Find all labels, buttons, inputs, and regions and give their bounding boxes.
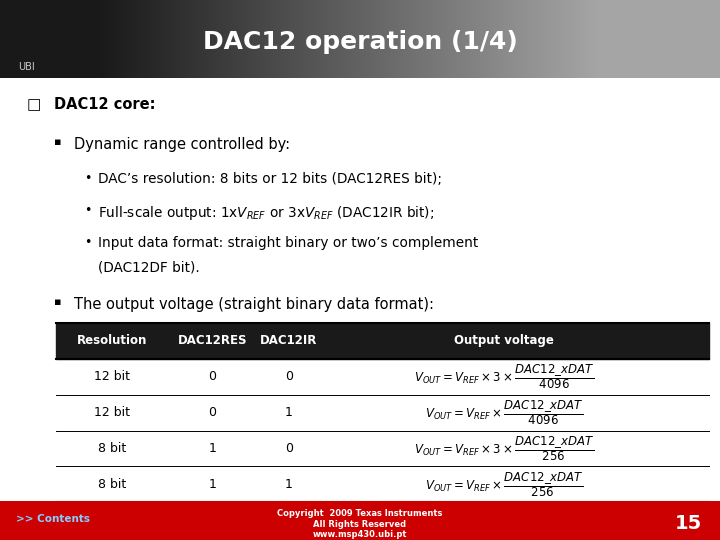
Text: DAC12IR: DAC12IR bbox=[261, 334, 318, 347]
Text: 0: 0 bbox=[285, 442, 293, 455]
Text: 8 bit: 8 bit bbox=[98, 442, 126, 455]
Bar bbox=[56, 359, 709, 395]
Text: •: • bbox=[84, 204, 91, 217]
Text: 12 bit: 12 bit bbox=[94, 370, 130, 383]
Text: 0: 0 bbox=[285, 370, 293, 383]
Text: Dynamic range controlled by:: Dynamic range controlled by: bbox=[73, 138, 289, 152]
Text: Resolution: Resolution bbox=[76, 334, 147, 347]
Text: $V_{OUT} = V_{REF} \times 3 \times \dfrac{DAC12\_xDAT}{256}$: $V_{OUT} = V_{REF} \times 3 \times \dfra… bbox=[414, 434, 595, 463]
Text: 8 bit: 8 bit bbox=[98, 478, 126, 491]
Text: DAC12 core:: DAC12 core: bbox=[54, 97, 156, 112]
Text: DAC12 operation (1/4): DAC12 operation (1/4) bbox=[202, 30, 518, 55]
Text: 15: 15 bbox=[675, 514, 702, 533]
Text: Output voltage: Output voltage bbox=[454, 334, 554, 347]
Text: ▪: ▪ bbox=[54, 138, 62, 147]
Text: DAC’s resolution: 8 bits or 12 bits (DAC12RES bit);: DAC’s resolution: 8 bits or 12 bits (DAC… bbox=[98, 172, 442, 186]
Text: UBI: UBI bbox=[18, 62, 35, 72]
Bar bbox=[56, 467, 709, 502]
Text: ▪: ▪ bbox=[54, 298, 62, 307]
Text: 1: 1 bbox=[285, 406, 293, 419]
Text: □: □ bbox=[27, 97, 41, 112]
Text: Copyright  2009 Texas Instruments: Copyright 2009 Texas Instruments bbox=[277, 509, 443, 518]
Text: The output voltage (straight binary data format):: The output voltage (straight binary data… bbox=[73, 298, 433, 312]
Text: $V_{OUT} = V_{REF} \times \dfrac{DAC12\_xDAT}{256}$: $V_{OUT} = V_{REF} \times \dfrac{DAC12\_… bbox=[425, 470, 584, 499]
Text: (DAC12DF bit).: (DAC12DF bit). bbox=[98, 260, 199, 274]
Bar bbox=[56, 395, 709, 430]
Text: $V_{OUT} = V_{REF} \times 3 \times \dfrac{DAC12\_xDAT}{4096}$: $V_{OUT} = V_{REF} \times 3 \times \dfra… bbox=[414, 362, 595, 391]
Text: 12 bit: 12 bit bbox=[94, 406, 130, 419]
Text: •: • bbox=[84, 235, 91, 248]
Text: Input data format: straight binary or two’s complement: Input data format: straight binary or tw… bbox=[98, 235, 478, 249]
Bar bbox=[56, 323, 709, 359]
Text: 1: 1 bbox=[209, 478, 217, 491]
Text: 1: 1 bbox=[285, 478, 293, 491]
Text: 1: 1 bbox=[209, 442, 217, 455]
Text: 0: 0 bbox=[209, 370, 217, 383]
Text: •: • bbox=[84, 172, 91, 185]
Bar bbox=[56, 430, 709, 467]
Text: 0: 0 bbox=[209, 406, 217, 419]
Text: All Rights Reserved: All Rights Reserved bbox=[313, 520, 407, 529]
Text: >> Contents: >> Contents bbox=[16, 514, 90, 524]
Text: Full-scale output: 1x$V_{REF}$ or 3x$V_{REF}$ (DAC12IR bit);: Full-scale output: 1x$V_{REF}$ or 3x$V_{… bbox=[98, 204, 434, 222]
Text: DAC12RES: DAC12RES bbox=[178, 334, 247, 347]
Text: www.msp430.ubi.pt: www.msp430.ubi.pt bbox=[312, 530, 408, 539]
Text: $V_{OUT} = V_{REF} \times \dfrac{DAC12\_xDAT}{4096}$: $V_{OUT} = V_{REF} \times \dfrac{DAC12\_… bbox=[425, 398, 584, 427]
